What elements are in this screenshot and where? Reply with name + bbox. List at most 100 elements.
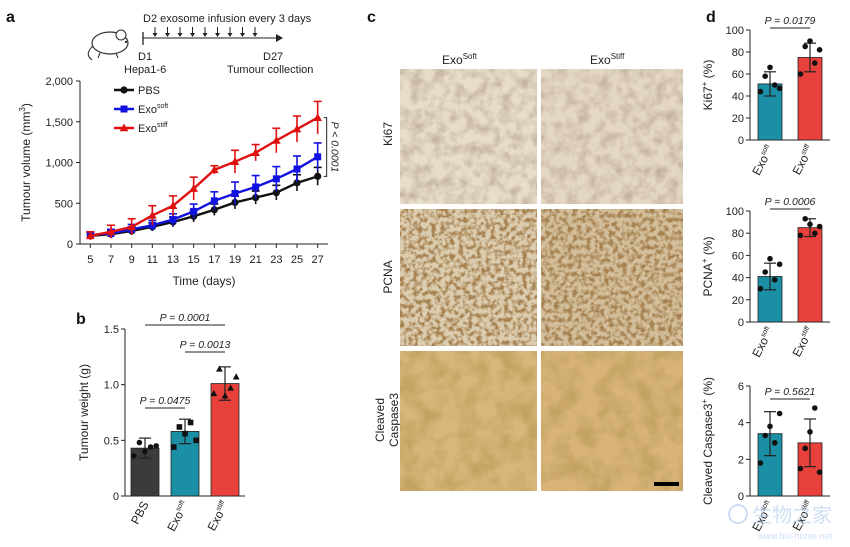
data-point <box>168 201 178 209</box>
infusion-arrow <box>152 33 158 37</box>
data-point <box>772 277 778 283</box>
y-axis-label: Ki67+ (%) <box>700 60 715 111</box>
x-tick-label: Exosoft <box>749 325 776 360</box>
p-value-label: P = 0.0013 <box>180 339 231 351</box>
data-point <box>802 445 808 452</box>
y-tick-label: 100 <box>726 206 744 218</box>
data-point <box>776 85 783 92</box>
watermark-text: 生物之家 <box>752 503 832 527</box>
micrograph-grid: ExoSoft ExoStiff Ki67 PCNA Cleaved Caspa… <box>373 52 683 491</box>
data-point <box>106 227 116 236</box>
y-tick-label: 500 <box>55 198 73 210</box>
data-point <box>757 460 764 466</box>
x-tick-label: Exosoft <box>164 499 191 534</box>
data-point <box>182 430 188 437</box>
data-point <box>272 135 281 144</box>
y-tick-label: 20 <box>732 113 744 125</box>
data-point <box>802 43 808 50</box>
y-tick-label: 1,500 <box>45 117 73 129</box>
data-point <box>272 189 280 197</box>
bar <box>797 57 823 141</box>
y-tick-label: 80 <box>732 47 744 59</box>
data-point <box>210 165 219 174</box>
y-tick-label: 4 <box>738 418 744 430</box>
data-point <box>776 410 783 417</box>
x-tick-label: 9 <box>129 254 135 266</box>
data-point <box>776 261 783 268</box>
y-tick-label: 40 <box>732 91 744 103</box>
y-tick-label: 0 <box>113 491 119 503</box>
data-point <box>797 465 804 472</box>
row-label-ki67: Ki67 <box>381 122 395 146</box>
panel-label-b: b <box>76 311 86 328</box>
x-tick-label: 21 <box>250 254 262 266</box>
micrograph-caspase-stiff <box>541 351 683 491</box>
data-point <box>210 197 218 205</box>
y-tick-label: 40 <box>732 273 744 285</box>
series-line <box>90 155 319 237</box>
data-point <box>187 419 194 426</box>
x-tick-label: 13 <box>167 254 179 266</box>
infusion-arrow <box>202 33 208 37</box>
infusion-arrow <box>227 33 233 37</box>
data-point <box>190 207 198 215</box>
x-tick-label: Exostiff <box>790 325 817 359</box>
legend-label: Exostiff <box>138 122 168 135</box>
x-tick-label: 23 <box>270 254 282 266</box>
y-tick-label: 1.5 <box>104 324 119 336</box>
data-point <box>772 440 778 446</box>
y-axis-label: Cleaved Caspase3+ (%) <box>700 377 715 505</box>
data-point <box>147 444 154 450</box>
y-axis-label: PCNA+ (%) <box>700 236 715 296</box>
micrograph-ki67-soft <box>400 69 537 204</box>
data-point <box>816 223 823 230</box>
data-point <box>210 389 218 397</box>
x-tick-label: PBS <box>128 499 152 527</box>
series-2 <box>86 100 322 240</box>
scale-bar <box>654 482 679 486</box>
y-tick-label: 0 <box>738 135 744 147</box>
y-tick-label: 100 <box>726 25 744 37</box>
data-point <box>86 231 95 240</box>
data-point <box>812 230 818 236</box>
y-tick-label: 0 <box>738 491 744 503</box>
data-point <box>314 172 322 180</box>
data-point <box>762 73 768 79</box>
data-point <box>757 88 764 95</box>
data-point <box>812 405 818 411</box>
infusion-arrow <box>190 33 195 37</box>
data-point <box>772 82 778 88</box>
panel-label-d: d <box>706 9 716 26</box>
significance-label: P < 0.0001 <box>329 122 341 173</box>
y-tick-label: 0.5 <box>104 435 119 447</box>
row-label-cleaved: Cleaved <box>373 398 387 442</box>
x-tick-label: Exostiff <box>790 143 817 177</box>
p-value-label: P = 0.0006 <box>765 196 816 208</box>
series-line <box>90 116 319 238</box>
data-point <box>797 232 804 239</box>
legend-marker <box>120 86 128 94</box>
data-point <box>131 453 137 459</box>
schematic-top-text: D2 exosome infusion every 3 days <box>143 13 312 25</box>
data-point <box>153 443 159 449</box>
y-tick-label: 2,000 <box>45 76 73 88</box>
y-tick-label: 0 <box>738 317 744 329</box>
y-tick-label: 60 <box>732 69 744 81</box>
data-point <box>812 60 818 66</box>
x-tick-label: 19 <box>229 254 241 266</box>
data-point <box>230 157 240 165</box>
pcna-positive-chart: 0 20 40 60 80 100 PCNA+ (%) Exosoft Exostiff P = … <box>700 196 830 360</box>
x-tick-label: Exostiff <box>205 499 232 533</box>
data-point <box>293 165 301 173</box>
data-point <box>293 179 301 187</box>
infusion-arrow <box>240 33 245 37</box>
schematic-end-label: D27 <box>263 51 283 63</box>
panel-label-a: a <box>6 9 15 26</box>
p-value-label: P = 0.0475 <box>140 395 191 407</box>
data-point <box>314 153 322 161</box>
data-point <box>171 444 177 450</box>
legend-marker <box>119 123 129 132</box>
row-label-pcna: PCNA <box>381 260 395 293</box>
